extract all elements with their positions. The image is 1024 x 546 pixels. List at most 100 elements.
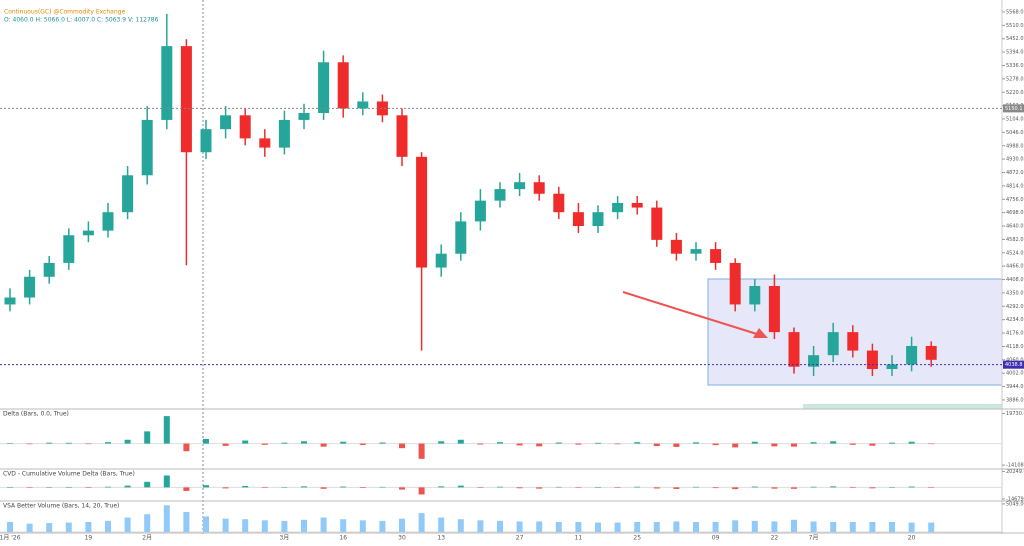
bar (7, 522, 13, 532)
price-label: 5150.1 (1005, 106, 1023, 112)
bar (516, 521, 523, 532)
bar (908, 441, 915, 444)
y-tick-label: 4582.0 (1006, 237, 1024, 243)
x-tick-label: 25 (633, 535, 641, 542)
y-tick-label: 20249.0 (1006, 469, 1024, 475)
candle-body (82, 230, 94, 236)
bar (575, 443, 582, 445)
bar (555, 486, 562, 488)
bar (65, 522, 72, 532)
bar (889, 442, 895, 444)
bar (497, 442, 503, 444)
candle-body (690, 249, 702, 254)
bar (46, 486, 53, 488)
candle-body (827, 332, 839, 356)
y-tick-label: 4350.0 (1006, 290, 1024, 296)
bar (712, 443, 719, 446)
bar (477, 443, 484, 445)
bar (281, 520, 288, 532)
bar (379, 520, 386, 532)
candle-body (396, 115, 408, 157)
bar (693, 522, 699, 532)
bar (693, 442, 699, 444)
bar (85, 443, 92, 445)
y-tick-label: 4408.0 (1006, 277, 1024, 283)
bar (340, 519, 347, 532)
candle-body (474, 200, 486, 222)
bar (869, 487, 876, 489)
bar (85, 487, 92, 488)
bar (791, 519, 797, 532)
y-tick-label: 19730.0 (1006, 411, 1024, 417)
bar (359, 487, 366, 488)
y-tick-label: 4176.0 (1006, 331, 1024, 337)
bar (26, 523, 33, 532)
bar (497, 520, 503, 532)
candle-body (572, 212, 584, 227)
bar (536, 521, 543, 532)
bar (418, 487, 425, 495)
y-tick-label: 4930.0 (1006, 157, 1024, 163)
y-tick-label: 3886.0 (1006, 397, 1024, 403)
bar (46, 523, 53, 532)
bar (359, 520, 366, 532)
bar (653, 443, 660, 447)
candle-body (651, 207, 663, 240)
candle-body (631, 202, 643, 208)
bar (575, 522, 582, 532)
bar (281, 486, 288, 488)
bar (340, 486, 347, 488)
ohlc-readout: O: 4060.0 H: 5066.0 L: 4007.0 C: 5063.9 … (4, 17, 159, 24)
bar (457, 519, 464, 532)
candle-body (102, 212, 114, 231)
y-tick-label: 5049.00 (1006, 501, 1024, 507)
x-tick-label: 09 (712, 535, 720, 542)
bar (614, 443, 621, 445)
candle-body (141, 119, 153, 176)
bar (183, 443, 190, 452)
bar (673, 487, 680, 489)
bar (242, 485, 249, 488)
x-tick-label: 1月 '26 (0, 535, 21, 542)
bar (751, 486, 758, 488)
bar (301, 519, 307, 532)
bar (791, 487, 797, 489)
bar (183, 487, 190, 491)
bar (555, 442, 562, 444)
y-tick-label: 4292.0 (1006, 304, 1024, 310)
bar (673, 443, 680, 447)
bar (242, 440, 249, 444)
candle-body (612, 202, 624, 213)
bar (908, 522, 915, 532)
bar (889, 486, 895, 488)
bar (732, 443, 739, 448)
bar (340, 441, 347, 444)
bar (497, 486, 503, 488)
y-tick-label: 4466.0 (1006, 264, 1024, 270)
bar (751, 520, 758, 532)
bar (438, 441, 445, 444)
candle-body (847, 332, 859, 351)
y-tick-label: 5220.0 (1006, 90, 1024, 96)
bar (614, 522, 621, 532)
bar (595, 442, 601, 444)
bar (124, 485, 131, 488)
bar (203, 439, 209, 444)
x-tick-label: 3月 (279, 535, 289, 542)
candle-body (455, 221, 467, 254)
bar (771, 443, 778, 447)
candle-body (318, 62, 330, 114)
x-tick-label: 7月 (809, 535, 819, 542)
bar (634, 486, 641, 488)
bar (163, 505, 170, 532)
bar (830, 441, 837, 444)
bar (477, 520, 484, 532)
bar (712, 487, 719, 489)
bar (144, 481, 151, 488)
bar (65, 442, 72, 444)
candle-body (278, 119, 290, 148)
y-tick-label: 5336.0 (1006, 63, 1024, 69)
bar (399, 443, 405, 449)
bar (242, 519, 249, 532)
candle-body (494, 189, 506, 201)
